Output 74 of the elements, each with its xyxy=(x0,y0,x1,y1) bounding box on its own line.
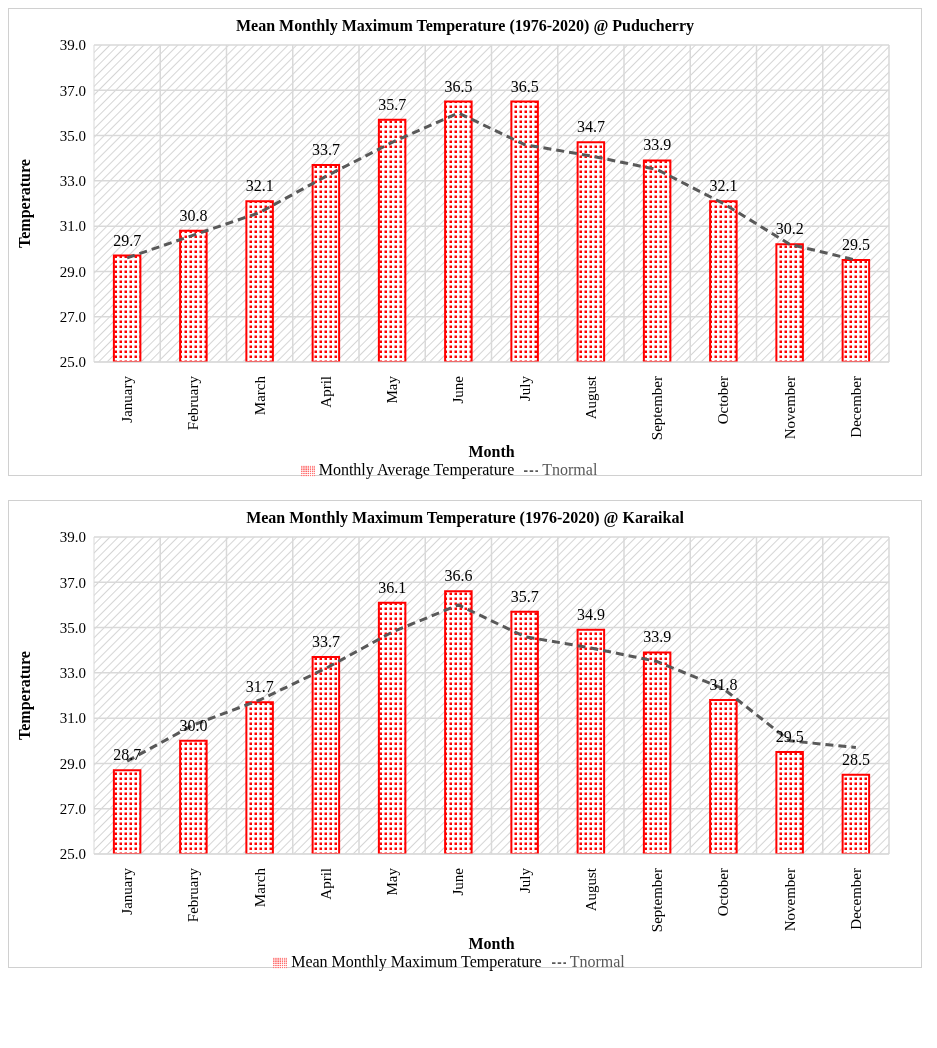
x-tick-label: July xyxy=(516,867,533,894)
y-tick-label: 33.0 xyxy=(59,173,86,190)
x-tick-label: April xyxy=(317,868,334,900)
data-label: 36.5 xyxy=(510,77,539,95)
x-tick-label: June xyxy=(450,375,467,404)
data-label: 34.9 xyxy=(576,605,605,623)
data-label: 30.8 xyxy=(179,206,208,224)
data-label: 28.5 xyxy=(841,750,870,768)
legend-label: Tnormal xyxy=(542,461,598,478)
data-label: 33.7 xyxy=(311,633,340,651)
y-tick-label: 39.0 xyxy=(59,37,86,54)
data-label: 32.1 xyxy=(709,177,738,195)
y-tick-label: 39.0 xyxy=(59,529,86,546)
x-tick-label: May xyxy=(384,375,401,404)
y-tick-label: 29.0 xyxy=(59,263,86,280)
chart-title: Mean Monthly Maximum Temperature (1976-2020) @ Karaikal xyxy=(245,509,685,527)
data-label: 30.0 xyxy=(179,716,208,734)
x-tick-label: February xyxy=(185,375,202,431)
data-label: 36.6 xyxy=(444,567,473,585)
legend-label: Tnormal xyxy=(569,953,625,970)
x-tick-label: May xyxy=(384,867,401,896)
y-axis-title: Temperature xyxy=(15,159,34,248)
x-tick-label: July xyxy=(516,375,533,402)
legend-label: Mean Monthly Maximum Temperature xyxy=(291,953,542,970)
x-tick-label: October xyxy=(715,868,732,917)
x-tick-label: February xyxy=(185,867,202,923)
data-label: 35.7 xyxy=(378,95,407,113)
y-tick-label: 25.0 xyxy=(59,354,86,371)
y-tick-label: 35.0 xyxy=(59,619,86,636)
y-tick-label: 27.0 xyxy=(59,309,86,326)
data-label: 35.7 xyxy=(510,587,539,605)
data-label: 36.5 xyxy=(444,77,473,95)
x-tick-label: April xyxy=(317,376,334,408)
data-label: 29.5 xyxy=(841,236,870,254)
x-tick-label: December xyxy=(847,376,864,438)
x-tick-label: November xyxy=(781,868,798,932)
x-tick-label: August xyxy=(582,867,599,912)
y-tick-label: 37.0 xyxy=(59,574,86,591)
data-label: 34.7 xyxy=(576,118,605,136)
y-tick-label: 31.0 xyxy=(59,710,86,727)
data-label: 31.7 xyxy=(245,678,274,696)
data-label: 29.5 xyxy=(775,728,804,746)
y-tick-label: 27.0 xyxy=(59,801,86,818)
y-tick-label: 33.0 xyxy=(59,665,86,682)
data-label: 28.7 xyxy=(113,746,142,764)
x-tick-label: January xyxy=(119,375,136,423)
data-label: 33.9 xyxy=(643,136,672,154)
x-tick-label: September xyxy=(649,376,666,441)
x-tick-label: August xyxy=(582,375,599,420)
data-label: 36.1 xyxy=(378,578,407,596)
x-tick-label: March xyxy=(251,867,268,908)
x-tick-label: December xyxy=(847,868,864,930)
x-axis-title: Month xyxy=(468,443,515,460)
y-tick-label: 35.0 xyxy=(59,127,86,144)
x-tick-label: June xyxy=(450,867,467,896)
x-tick-label: October xyxy=(715,376,732,425)
x-tick-label: January xyxy=(119,867,136,915)
y-tick-label: 25.0 xyxy=(59,846,86,863)
data-label: 32.1 xyxy=(245,177,274,195)
legend-label: Monthly Average Temperature xyxy=(318,461,515,478)
y-tick-label: 29.0 xyxy=(59,755,86,772)
x-tick-label: March xyxy=(251,375,268,416)
data-label: 30.2 xyxy=(775,220,804,238)
data-label: 33.7 xyxy=(311,141,340,159)
data-label: 33.9 xyxy=(643,628,672,646)
y-tick-label: 37.0 xyxy=(59,82,86,99)
data-label: 31.8 xyxy=(709,676,738,694)
chart-title: Mean Monthly Maximum Temperature (1976-2020) @ Puducherry xyxy=(234,17,696,35)
x-tick-label: September xyxy=(649,868,666,933)
y-axis-title: Temperature xyxy=(15,651,34,740)
y-tick-label: 31.0 xyxy=(59,218,86,235)
x-tick-label: November xyxy=(781,376,798,440)
x-axis-title: Month xyxy=(468,935,515,952)
data-label: 29.7 xyxy=(113,231,142,249)
